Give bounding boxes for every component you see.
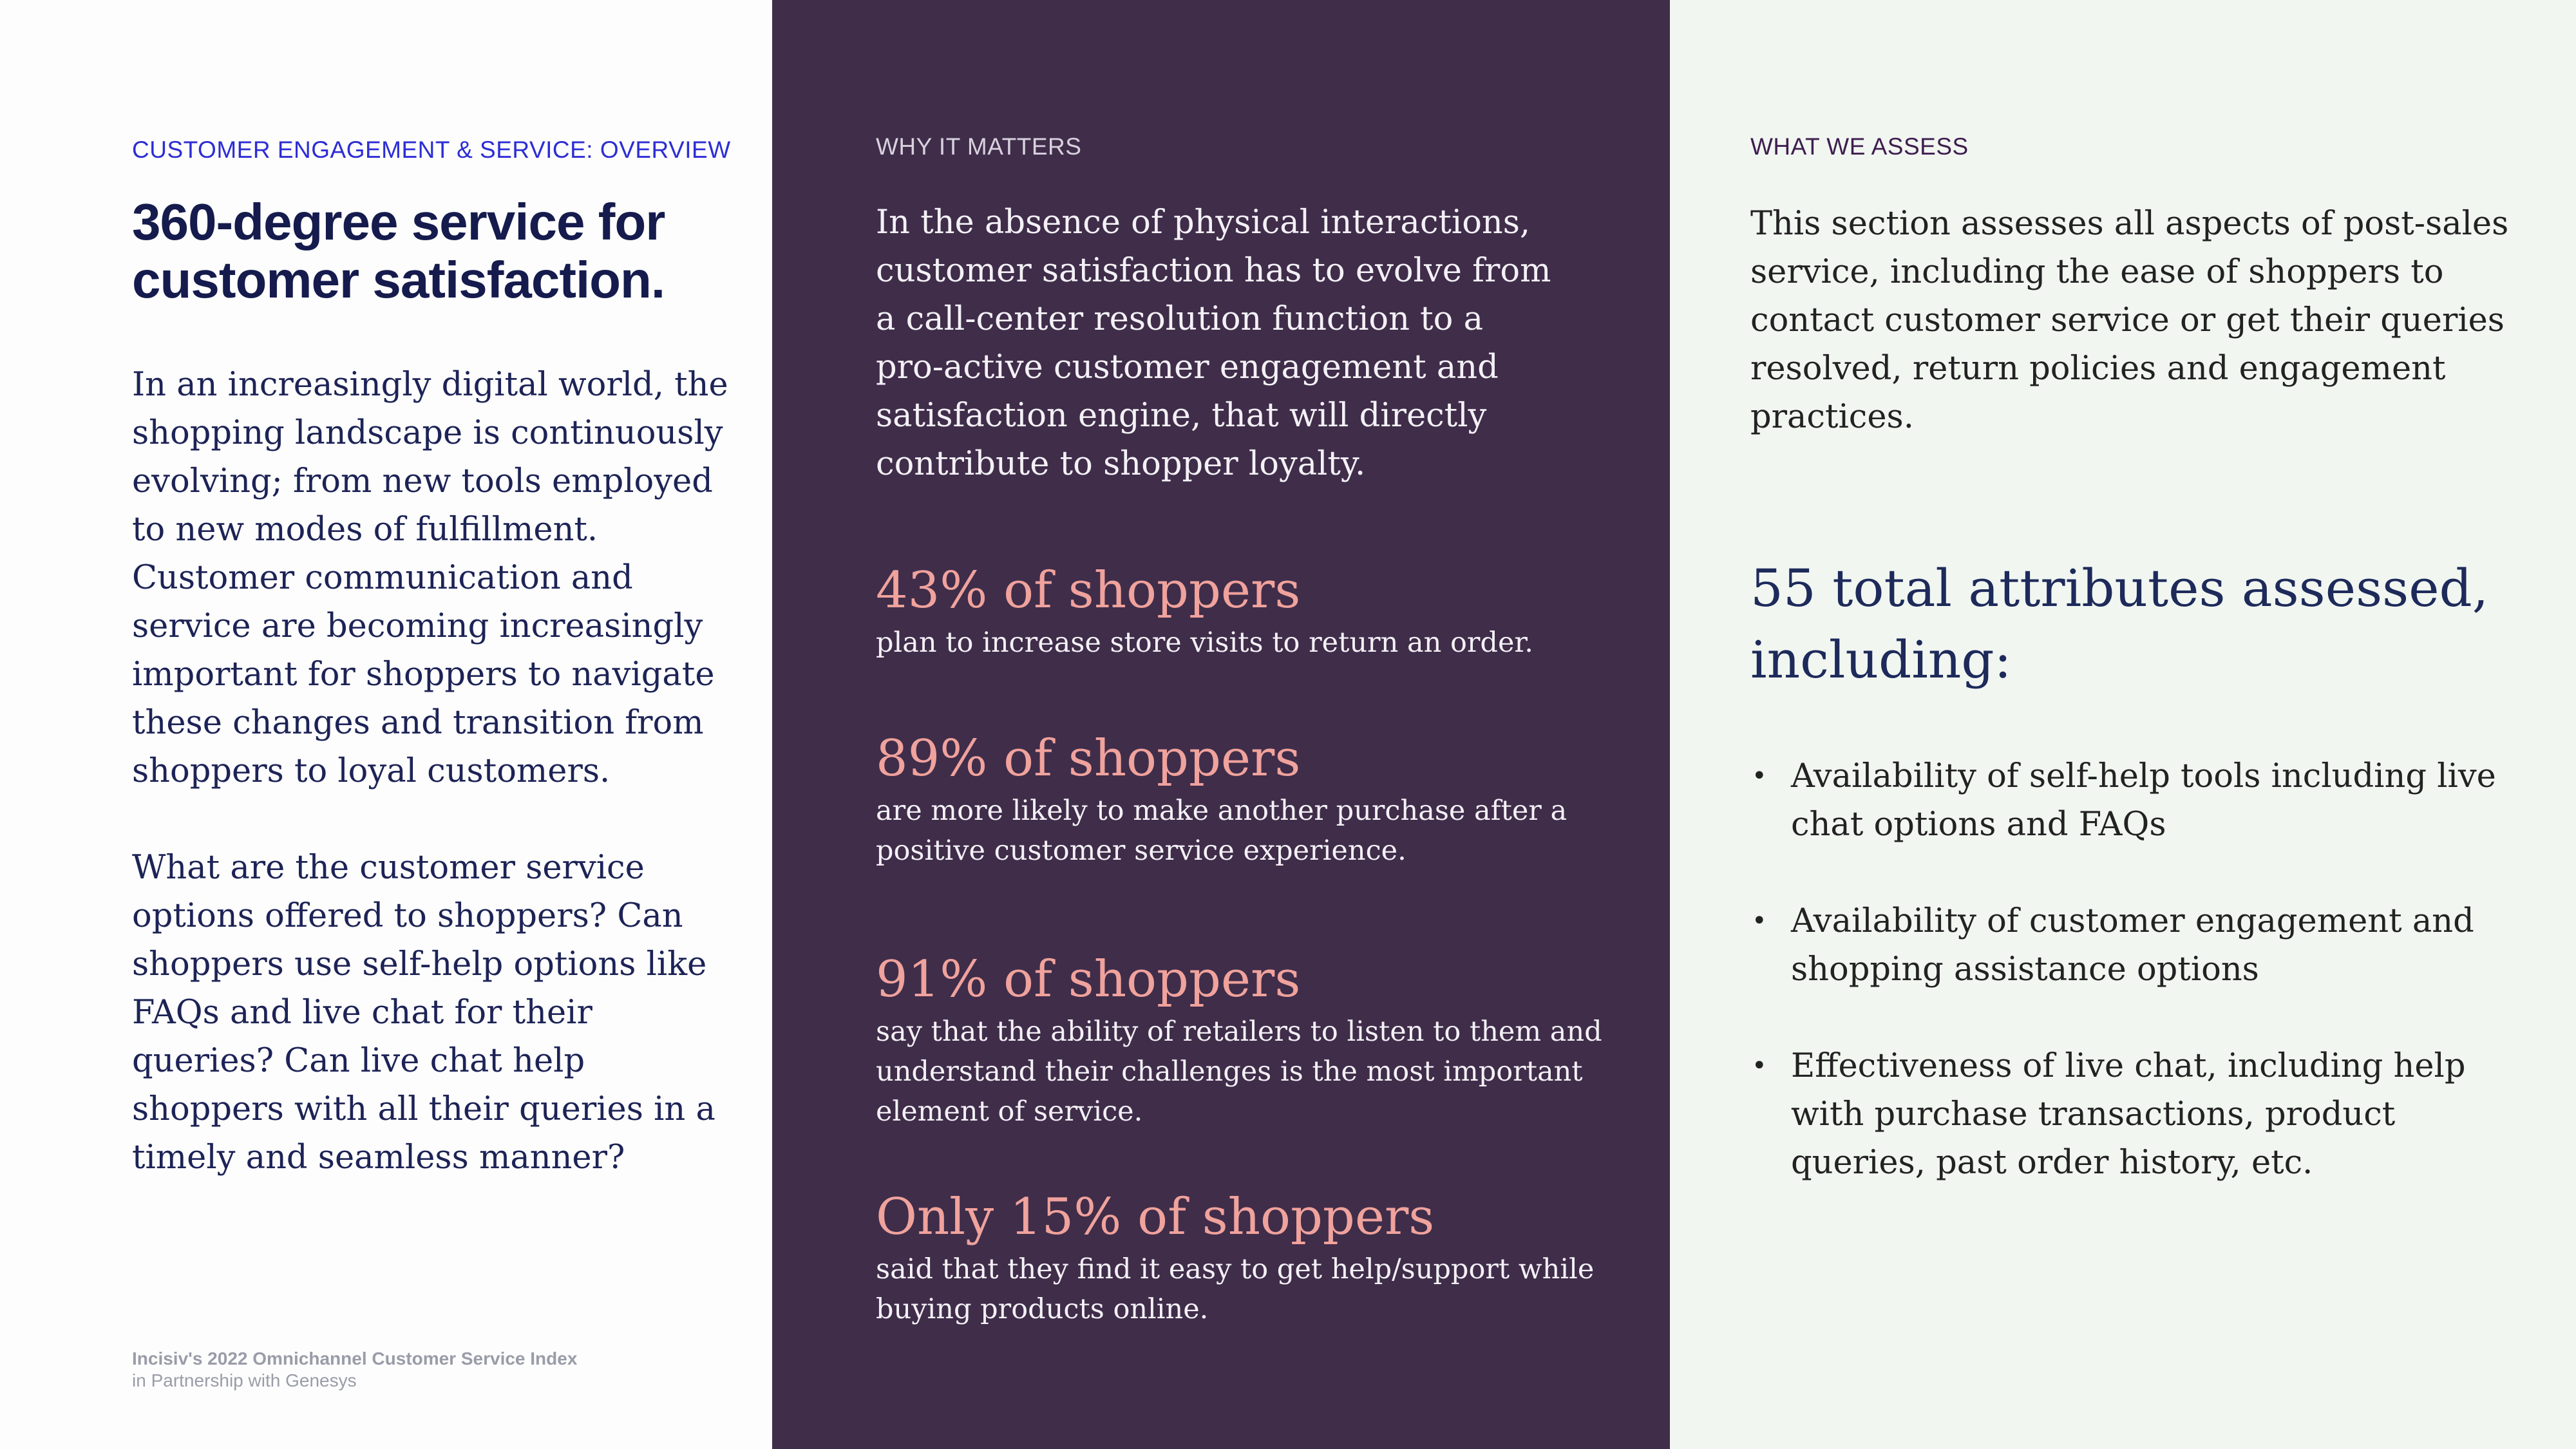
text-line: are more likely to make another purchase…	[876, 795, 1567, 827]
attributes-list: • Availability of self-help tools includ…	[1750, 752, 2536, 1235]
text-line: queries, past order history, etc.	[1791, 1144, 2313, 1182]
text-line: element of service.	[876, 1095, 1143, 1128]
text-line: important for shoppers to navigate	[132, 656, 715, 694]
text-line: satisfaction engine, that will directly	[876, 397, 1487, 435]
text-line: What are the customer service	[132, 849, 645, 887]
stat-headline: Only 15% of shoppers	[876, 1188, 1435, 1246]
text-line: shopping landscape is continuously	[132, 414, 723, 452]
overview-paragraph-1: In an increasingly digital world, the sh…	[132, 361, 737, 795]
text-line: evolving; from new tools employed	[132, 462, 713, 500]
overview-column: CUSTOMER ENGAGEMENT & SERVICE: OVERVIEW …	[0, 0, 772, 1449]
page-title-line: 360-degree service for	[132, 193, 665, 251]
stat-description: plan to increase store visits to return …	[876, 623, 1616, 663]
text-line: service, including the ease of shoppers …	[1750, 253, 2444, 291]
why-it-matters-eyebrow: WHY IT MATTERS	[876, 133, 1082, 160]
text-line: This section assesses all aspects of pos…	[1750, 205, 2509, 243]
text-line: contact customer service or get their qu…	[1750, 301, 2505, 339]
text-line: plan to increase store visits to return …	[876, 627, 1533, 659]
text-line: understand their challenges is the most …	[876, 1056, 1583, 1088]
report-footer: Incisiv's 2022 Omnichannel Customer Serv…	[132, 1348, 577, 1392]
text-line: shoppers use self-help options like	[132, 945, 707, 983]
text-line: say that the ability of retailers to lis…	[876, 1016, 1602, 1048]
text-line: In an increasingly digital world, the	[132, 366, 728, 404]
text-line: said that they find it easy to get help/…	[876, 1253, 1595, 1285]
bullet-icon: •	[1752, 906, 1767, 936]
text-line: Availability of customer engagement and	[1791, 902, 2474, 940]
text-line: Customer communication and	[132, 559, 633, 597]
text-line: resolved, return policies and engagement	[1750, 350, 2446, 388]
stat-block: Only 15% of shoppers said that they find…	[876, 1185, 1616, 1329]
bullet-icon: •	[1752, 1051, 1767, 1081]
text-line: timely and seamless manner?	[132, 1139, 625, 1177]
list-item-text: Availability of customer engagement and …	[1791, 897, 2536, 994]
text-line: shoppers with all their queries in a	[132, 1090, 715, 1128]
why-it-matters-intro: In the absence of physical interactions,…	[876, 198, 1597, 488]
text-line: these changes and transition from	[132, 704, 704, 742]
attributes-headline: 55 total attributes assessed, including:	[1750, 553, 2523, 696]
text-line: customer satisfaction has to evolve from	[876, 252, 1551, 290]
text-line: options offered to shoppers? Can	[132, 897, 683, 935]
bullet-icon: •	[1752, 761, 1767, 791]
list-item: • Effectiveness of live chat, including …	[1750, 1042, 2536, 1187]
what-we-assess-column	[1670, 0, 2576, 1449]
text-line: to new modes of fulfillment.	[132, 511, 598, 549]
text-line: positive customer service experience.	[876, 835, 1406, 867]
text-line: contribute to shopper loyalty.	[876, 445, 1366, 483]
stat-headline: 43% of shoppers	[876, 562, 1301, 620]
stat-block: 91% of shoppers say that the ability of …	[876, 947, 1616, 1132]
stat-headline: 89% of shoppers	[876, 730, 1301, 788]
stat-block: 89% of shoppers are more likely to make …	[876, 726, 1616, 871]
text-line: service are becoming increasingly	[132, 607, 703, 645]
what-we-assess-intro: This section assesses all aspects of pos…	[1750, 200, 2509, 441]
list-item-text: Availability of self-help tools includin…	[1791, 752, 2536, 849]
text-line: chat options and FAQs	[1791, 806, 2166, 844]
text-line: with purchase transactions, product	[1791, 1095, 2396, 1133]
text-line: 55 total attributes assessed,	[1750, 558, 2489, 618]
page-title-line: customer satisfaction.	[132, 251, 665, 308]
text-line: shopping assistance options	[1791, 951, 2259, 989]
text-line: FAQs and live chat for their	[132, 994, 592, 1032]
list-item-text: Effectiveness of live chat, including he…	[1791, 1042, 2536, 1187]
overview-eyebrow: CUSTOMER ENGAGEMENT & SERVICE: OVERVIEW	[132, 137, 731, 163]
overview-paragraph-2: What are the customer service options of…	[132, 844, 737, 1182]
text-line: practices.	[1750, 398, 1914, 436]
stat-description: said that they find it easy to get help/…	[876, 1249, 1616, 1329]
text-line: a call-center resolution function to a	[876, 300, 1483, 338]
text-line: Effectiveness of live chat, including he…	[1791, 1047, 2466, 1085]
list-item: • Availability of customer engagement an…	[1750, 897, 2536, 994]
stat-description: are more likely to make another purchase…	[876, 791, 1616, 871]
page-title: 360-degree service for customer satisfac…	[132, 193, 750, 309]
text-line: buying products online.	[876, 1293, 1209, 1325]
text-line: In the absence of physical interactions,	[876, 204, 1531, 242]
stat-description: say that the ability of retailers to lis…	[876, 1012, 1616, 1132]
list-item: • Availability of self-help tools includ…	[1750, 752, 2536, 849]
report-footer-title: Incisiv's 2022 Omnichannel Customer Serv…	[132, 1349, 578, 1368]
what-we-assess-eyebrow: WHAT WE ASSESS	[1750, 133, 1969, 160]
text-line: shoppers to loyal customers.	[132, 752, 611, 790]
stat-block: 43% of shoppers plan to increase store v…	[876, 558, 1616, 663]
text-line: Availability of self-help tools includin…	[1791, 757, 2496, 795]
why-it-matters-column	[772, 0, 1670, 1449]
text-line: pro-active customer engagement and	[876, 348, 1499, 386]
report-footer-partner: in Partnership with Genesys	[132, 1370, 357, 1390]
stat-headline: 91% of shoppers	[876, 951, 1301, 1009]
text-line: including:	[1750, 630, 2012, 690]
text-line: queries? Can live chat help	[132, 1042, 585, 1080]
